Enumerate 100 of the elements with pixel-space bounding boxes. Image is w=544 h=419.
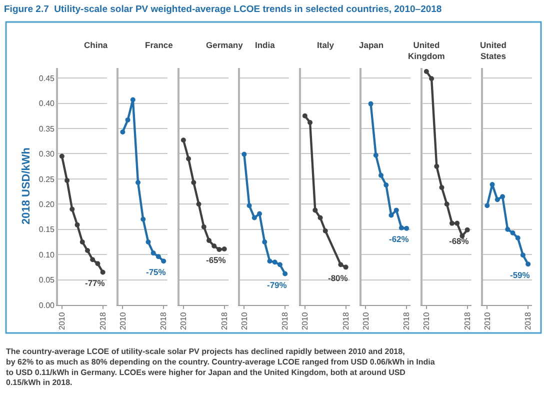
chart-title: United Kingdom [408,40,446,62]
point [282,271,288,276]
y-tick-label: 0.35 [38,124,56,134]
point [277,262,282,268]
annotation: -75% [146,267,166,277]
point [526,262,531,267]
point [201,224,206,230]
point [267,258,272,264]
point [222,246,227,252]
point [262,239,268,244]
point [242,152,247,157]
y-tick-label: 0.45 [38,74,56,83]
point [186,156,192,162]
point [64,178,70,183]
point [59,154,64,159]
x-tick-label: 2018 [159,312,168,330]
point [70,206,75,212]
point [424,69,429,74]
point [322,228,328,234]
point [206,238,212,243]
point [454,220,460,226]
point [464,227,470,232]
point [196,202,202,207]
point [130,97,136,102]
y-tick-label: 0.25 [38,174,56,184]
point [429,76,434,82]
point [146,239,151,244]
x-tick-label: 2010 [482,312,492,330]
x-tick-label: 2010 [361,312,370,330]
point [318,215,323,220]
x-tick-label: 2010 [300,312,310,330]
point [125,117,130,122]
x-tick-label: 2018 [280,312,290,330]
point [500,194,506,200]
point [444,202,450,207]
point [490,182,495,187]
point [156,254,161,260]
x-tick-label: 2010 [58,312,67,330]
point [257,211,262,216]
point [246,203,252,208]
y-tick-label: 0.10 [38,250,56,260]
annotation: -62% [389,234,410,244]
x-tick-label: 2018 [220,312,229,330]
point [378,172,384,178]
y-tick-label: 0.00 [38,300,56,310]
point [161,258,166,264]
x-tick-label: 2018 [462,312,472,330]
annotation: -79% [267,280,288,290]
x-tick-label: 2018 [402,312,412,330]
point [74,222,80,228]
point [404,226,410,231]
point [216,247,222,252]
point [308,120,313,125]
text: The country-average LCOE of utility-scale solar PV projects has declined rapidly between 2010 and 2018, by 62% to as much as 80% depending on the country. Country-average LCOE ranged from USD 0.06/kWh in India to USD 0.11/kWh in Germany. LCOEs were higher for Japan and the United Kingdom, both at around USD 0.15/kWh in 2018. [6,347,436,388]
point [302,113,308,118]
point [100,270,106,275]
chart-title: Japan [359,40,384,50]
x-tick-label: 2010 [179,312,188,330]
point [120,130,126,135]
point [460,233,465,238]
point [515,235,520,240]
point [95,261,100,266]
point [252,215,257,220]
point [494,197,500,202]
annotation: -65% [206,255,226,265]
caption: Figure 2.7 Utility-scale solar PV weighted-average LCOE trends in selected countries, 2010–2018 [4,4,442,15]
point [510,230,516,236]
point [191,180,196,185]
point [84,248,90,254]
point [90,257,96,262]
x-tick-label: 2018 [98,312,108,330]
point [272,260,278,265]
x-tick-label: 2018 [341,312,350,330]
y-tick-label: 0.30 [38,150,56,159]
y-tick-label: 0.40 [38,99,56,108]
x-tick-label: 2010 [240,312,249,330]
point [434,164,440,169]
point [398,225,404,230]
point [484,203,490,208]
point [520,252,526,258]
point [136,180,141,185]
point [368,101,374,106]
point [394,208,399,213]
annotation: -80% [328,273,348,283]
chart-title: India [255,40,276,50]
x-tick-label: 2010 [118,312,128,330]
point [384,182,389,188]
x-tick-label: 2010 [422,312,432,330]
point [338,262,344,268]
point [449,220,454,226]
annotation: -68% [449,236,470,246]
chart-title: United States [480,40,506,62]
chart-title: China [84,40,108,50]
point [80,239,85,244]
point [212,244,217,248]
point [505,226,510,232]
y-tick-label: 0.05 [38,276,56,285]
y-tick-label: 0.20 [38,200,56,209]
y-axis-title: 2018 USD/kWh [20,147,32,224]
point [373,152,378,158]
